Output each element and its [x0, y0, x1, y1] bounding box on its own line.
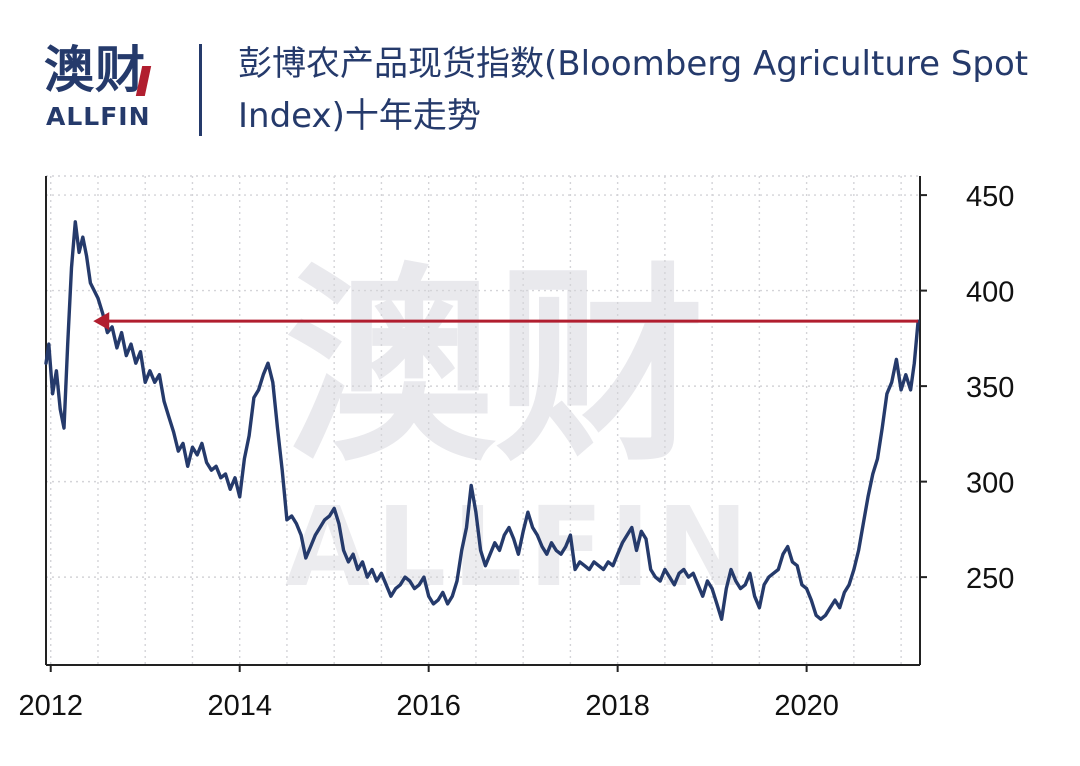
- y-tick-label: 350: [966, 372, 1014, 404]
- brand-logo: 澳财 ALLFIN: [44, 40, 164, 132]
- y-tick-label: 450: [966, 181, 1014, 213]
- y-tick-label: 250: [966, 563, 1014, 595]
- chart-series: [44, 220, 920, 621]
- brand-watermark: 澳财 ALLFIN: [285, 245, 748, 611]
- chart-axes: [45, 176, 927, 672]
- brand-name-cn: 澳财: [44, 41, 146, 99]
- chart-title: 彭博农产品现货指数(Bloomberg Agriculture Spot Ind…: [238, 44, 1029, 136]
- chart-tick-labels: 2012 2014 2016 2018 2020 250 300 350 400 450: [18, 181, 1014, 722]
- chart-annotations: [93, 312, 919, 331]
- x-tick-label: 2018: [585, 690, 650, 722]
- header-divider: [199, 44, 202, 136]
- watermark-text-cn: 澳财: [285, 245, 705, 490]
- brand-name-en: ALLFIN: [46, 102, 151, 131]
- chart-grid: [46, 175, 920, 665]
- x-tick-label: 2016: [396, 690, 461, 722]
- x-tick-label: 2014: [207, 690, 272, 722]
- x-tick-label: 2020: [774, 690, 839, 722]
- series-line: [44, 220, 920, 621]
- y-tick-label: 400: [966, 277, 1014, 309]
- x-tick-label: 2012: [18, 690, 83, 722]
- arrow-head: [93, 312, 110, 331]
- y-tick-label: 300: [966, 468, 1014, 500]
